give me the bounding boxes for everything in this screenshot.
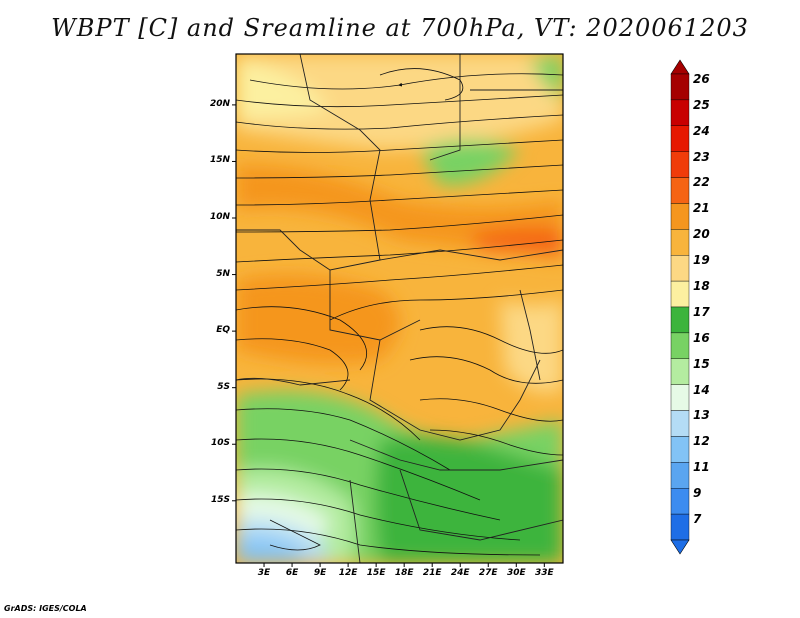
country-borders — [236, 54, 563, 563]
lat-label: 10N — [209, 212, 230, 222]
axis-ticks — [232, 104, 545, 567]
colorbar-min-arrow — [670, 539, 690, 555]
colorbar-swatch — [670, 436, 690, 463]
colorbar-label: 23 — [693, 149, 710, 164]
colorbar-label: 25 — [693, 97, 710, 112]
colorbar-label: 26 — [693, 71, 710, 86]
colorbar-label: 9 — [693, 486, 702, 501]
wbpt-shading — [236, 54, 563, 563]
colorbar-label: 14 — [693, 382, 710, 397]
lat-label: 15N — [209, 155, 230, 166]
chart-title: WBPT [C] and Sreamline at 700hPa, VT: 20… — [51, 14, 749, 42]
colorbar-swatch — [670, 125, 690, 152]
colorbar-label: 13 — [693, 408, 710, 423]
colorbar-swatch — [670, 384, 690, 411]
lat-label: 15S — [210, 494, 230, 505]
colorbar-swatch — [670, 410, 690, 437]
lon-label: 30E — [506, 568, 526, 578]
lon-label: 6E — [285, 568, 299, 578]
colorbar-swatch — [670, 177, 690, 204]
lon-label: 24E — [450, 568, 470, 578]
lon-label: 15E — [366, 568, 386, 578]
colorbar-label: 20 — [693, 227, 710, 242]
lat-label: 10S — [210, 438, 230, 449]
colorbar — [670, 59, 690, 555]
lon-label: 27E — [478, 568, 498, 578]
colorbar-label: 24 — [693, 123, 710, 138]
colorbar-swatch — [670, 358, 690, 385]
colorbar-swatch — [670, 280, 690, 308]
footer-credit: GrADS: IGES/COLA — [4, 604, 87, 613]
colorbar-label: 21 — [693, 201, 710, 216]
lat-label: 5S — [217, 381, 230, 392]
colorbar-label: 11 — [693, 460, 710, 475]
lon-label: 9E — [313, 568, 327, 578]
lat-label: EQ — [216, 325, 230, 336]
colorbar-swatch — [670, 332, 690, 359]
colorbar-swatch — [670, 255, 690, 282]
colorbar-label: 17 — [693, 304, 710, 319]
plot-frame — [235, 53, 564, 564]
colorbar-swatch — [670, 462, 690, 489]
colorbar-label: 18 — [693, 278, 710, 293]
colorbar-swatch — [670, 203, 690, 230]
colorbar-label: 7 — [693, 511, 702, 526]
colorbar-label: 22 — [693, 175, 710, 190]
streamlines — [236, 68, 563, 556]
colorbar-swatch — [670, 151, 690, 178]
lon-label: 33E — [534, 568, 554, 578]
colorbar-label: 12 — [693, 434, 710, 449]
colorbar-label: 15 — [693, 356, 710, 371]
lon-label: 12E — [338, 568, 358, 578]
lon-label: 21E — [422, 568, 442, 578]
colorbar-swatch — [670, 488, 690, 515]
lat-label: 5N — [216, 268, 230, 279]
colorbar-swatch — [670, 99, 690, 126]
lon-label: 18E — [394, 568, 414, 578]
colorbar-swatch — [670, 73, 690, 101]
lon-label: 3E — [257, 568, 271, 578]
colorbar-swatch — [670, 306, 690, 334]
lat-label: 20N — [209, 98, 230, 109]
colorbar-label: 19 — [693, 253, 710, 268]
colorbar-label: 16 — [693, 330, 710, 345]
colorbar-max-arrow — [670, 59, 690, 75]
colorbar-swatch — [670, 229, 690, 256]
colorbar-swatch — [670, 513, 690, 541]
